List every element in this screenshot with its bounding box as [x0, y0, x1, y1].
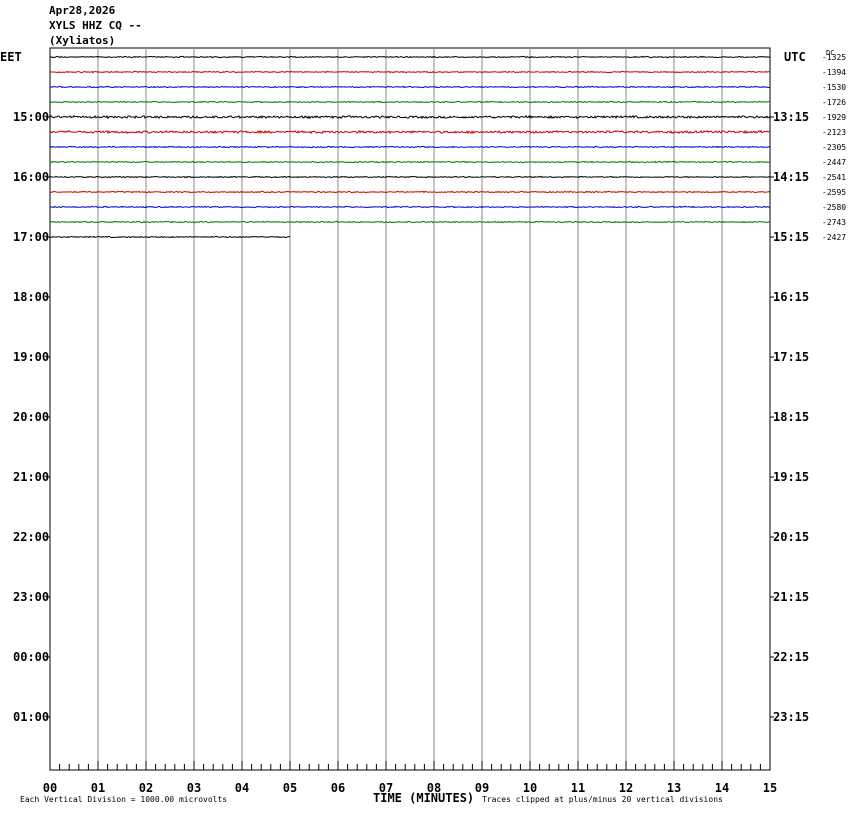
seismic-trace [49, 220, 771, 224]
station-label: XYLS HHZ CQ -- [49, 19, 142, 32]
left-hour-label: 23:00 [13, 590, 49, 604]
x-tick-label: 15 [763, 781, 777, 795]
dc-offset-label: -1726 [822, 98, 846, 107]
x-tick-label: 04 [235, 781, 249, 795]
seismic-trace [49, 235, 291, 239]
left-hour-label: 17:00 [13, 230, 49, 244]
x-tick-label: 12 [619, 781, 633, 795]
x-tick-label: 10 [523, 781, 537, 795]
x-tick-label: 06 [331, 781, 345, 795]
plot-frame [49, 47, 771, 771]
right-hour-label: 14:15 [773, 170, 809, 184]
right-hour-label: 20:15 [773, 530, 809, 544]
dc-offset-label: -2447 [822, 158, 846, 167]
dc-offset-label: -1530 [822, 83, 846, 92]
seismic-trace [49, 70, 771, 74]
seismic-trace [49, 114, 771, 120]
dc-label: DC [826, 49, 835, 57]
right-hour-label: 18:15 [773, 410, 809, 424]
dc-offset-label: -2123 [822, 128, 846, 137]
seismic-trace [49, 190, 771, 194]
x-tick-label: 01 [91, 781, 105, 795]
right-hour-label: 23:15 [773, 710, 809, 724]
seismic-trace [49, 85, 771, 89]
right-hour-label: 16:15 [773, 290, 809, 304]
left-hour-label: 20:00 [13, 410, 49, 424]
seismic-trace [49, 145, 771, 149]
scale-note: Each Vertical Division = 1000.00 microvo… [20, 795, 228, 804]
date-label: Apr28,2026 [49, 4, 116, 17]
x-tick-label: 11 [571, 781, 585, 795]
x-tick-label: 08 [427, 781, 441, 795]
dc-offset-label: -2305 [822, 143, 846, 152]
right-hour-label: 21:15 [773, 590, 809, 604]
left-timezone-label: EET [0, 50, 22, 64]
left-hour-label: 22:00 [13, 530, 49, 544]
dc-offset-label: -1325 [822, 53, 846, 62]
x-tick-label: 05 [283, 781, 297, 795]
x-tick-label: 07 [379, 781, 393, 795]
seismic-trace [49, 175, 771, 179]
dc-offset-label: -2427 [822, 233, 846, 242]
x-tick-label: 02 [139, 781, 153, 795]
right-hour-label: 19:15 [773, 470, 809, 484]
left-hour-label: 01:00 [13, 710, 49, 724]
right-hour-label: 13:15 [773, 110, 809, 124]
dc-offset-label: -1394 [822, 68, 846, 77]
dc-offset-label: -2595 [822, 188, 846, 197]
right-hour-label: 17:15 [773, 350, 809, 364]
left-hour-label: 21:00 [13, 470, 49, 484]
seismic-trace [49, 129, 771, 135]
seismic-trace [49, 160, 771, 164]
x-tick-label: 13 [667, 781, 681, 795]
left-hour-label: 15:00 [13, 110, 49, 124]
seismic-trace [49, 55, 771, 59]
x-tick-label: 09 [475, 781, 489, 795]
left-hour-label: 18:00 [13, 290, 49, 304]
seismic-trace [49, 100, 771, 104]
clip-note: Traces clipped at plus/minus 20 vertical… [482, 795, 723, 804]
x-tick-label: 03 [187, 781, 201, 795]
seismic-trace [49, 205, 771, 209]
location-label: (Xyliatos) [49, 34, 116, 47]
right-hour-label: 15:15 [773, 230, 809, 244]
x-axis-title: TIME (MINUTES) [373, 791, 475, 805]
left-hour-label: 00:00 [13, 650, 49, 664]
dc-offset-label: -2580 [822, 203, 846, 212]
left-hour-label: 16:00 [13, 170, 49, 184]
dc-offset-label: -1929 [822, 113, 846, 122]
right-timezone-label: UTC [784, 50, 806, 64]
dc-offset-label: -2743 [822, 218, 846, 227]
dc-offset-label: -2541 [822, 173, 846, 182]
x-tick-label: 14 [715, 781, 729, 795]
left-hour-label: 19:00 [13, 350, 49, 364]
x-tick-label: 00 [43, 781, 57, 795]
right-hour-label: 22:15 [773, 650, 809, 664]
